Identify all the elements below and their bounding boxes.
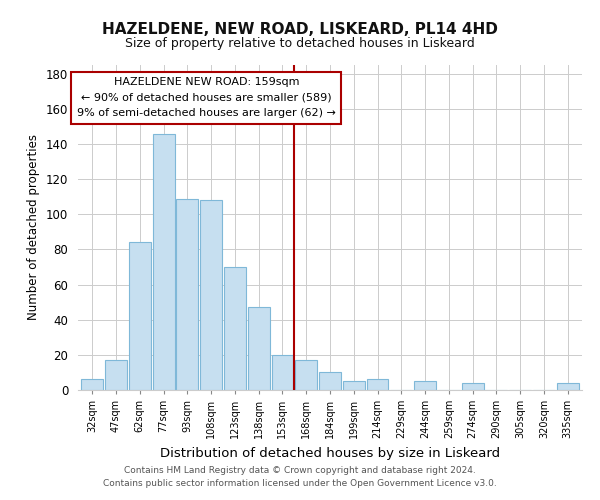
Bar (224, 267, 246, 390)
Bar (82, 380, 103, 390)
Bar (105, 360, 127, 390)
Bar (152, 134, 175, 390)
Text: HAZELDENE, NEW ROAD, LISKEARD, PL14 4HD: HAZELDENE, NEW ROAD, LISKEARD, PL14 4HD (102, 22, 498, 38)
Bar (248, 308, 269, 390)
Y-axis label: Number of detached properties: Number of detached properties (28, 134, 40, 320)
Bar (129, 242, 151, 390)
Bar (176, 198, 198, 390)
X-axis label: Distribution of detached houses by size in Liskeard: Distribution of detached houses by size … (160, 446, 500, 460)
Bar (462, 383, 484, 390)
Bar (200, 200, 222, 390)
Text: HAZELDENE NEW ROAD: 159sqm
← 90% of detached houses are smaller (589)
9% of semi: HAZELDENE NEW ROAD: 159sqm ← 90% of deta… (77, 78, 336, 118)
Text: Contains HM Land Registry data © Crown copyright and database right 2024.
Contai: Contains HM Land Registry data © Crown c… (103, 466, 497, 487)
Bar (319, 372, 341, 390)
Bar (343, 381, 365, 390)
Bar (272, 355, 293, 390)
Bar (295, 360, 317, 390)
Bar (367, 380, 388, 390)
Bar (414, 381, 436, 390)
Text: Size of property relative to detached houses in Liskeard: Size of property relative to detached ho… (125, 38, 475, 51)
Bar (557, 383, 578, 390)
